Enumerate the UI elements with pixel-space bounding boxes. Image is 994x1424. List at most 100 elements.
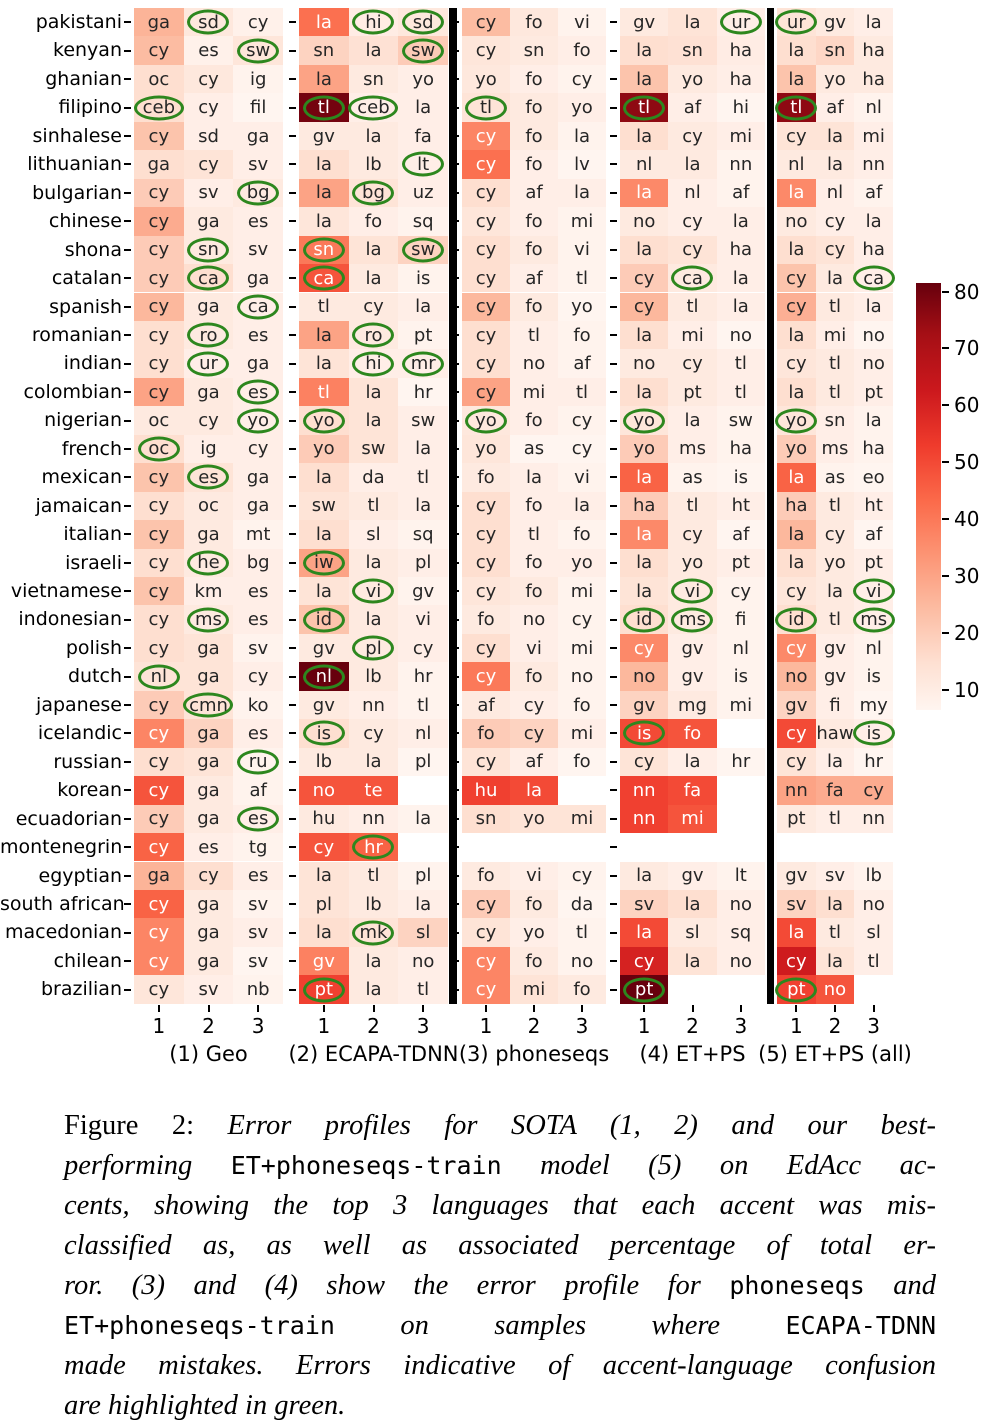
heatmap-cell: ha: [620, 491, 669, 521]
heatmap-cell: la: [510, 776, 558, 805]
heatmap-cell: es: [233, 207, 283, 236]
error-circle: [352, 180, 395, 206]
cell-language-label: cy: [475, 324, 497, 346]
cell-language-label: la: [684, 893, 701, 915]
accent-row-label: israeli: [65, 551, 122, 574]
axis-tick: [610, 789, 617, 792]
cell-language-label: la: [788, 552, 805, 574]
cell-language-label: cy: [148, 267, 170, 289]
error-circle: [623, 607, 666, 633]
error-circle: [133, 95, 184, 121]
heatmap-cell: he: [183, 548, 234, 577]
heatmap-cell: cy: [854, 776, 893, 805]
cell-language-label: tl: [417, 694, 430, 716]
cell-language-label: pl: [414, 865, 432, 887]
error-circle: [352, 9, 395, 35]
axis-tick: [610, 590, 617, 593]
axis-tick: [610, 817, 617, 820]
heatmap-cell: cy: [462, 662, 510, 691]
heatmap-cell: af: [462, 690, 510, 720]
heatmap-cell: es: [183, 36, 234, 65]
error-circle: [352, 920, 395, 946]
cell-language-label: sn: [523, 40, 545, 62]
accent-row-label: lithuanian: [27, 153, 122, 176]
cell-language-label: mi: [570, 808, 594, 830]
cell-language-label: cy: [475, 552, 497, 574]
heatmap-cell: la: [299, 577, 349, 606]
cell-language-label: ig: [249, 68, 267, 90]
heatmap-cell: yo: [558, 93, 606, 122]
cell-language-label: la: [636, 68, 653, 90]
error-circle: [302, 607, 345, 633]
heatmap-cell: cy: [777, 349, 816, 378]
heatmap-cell: fo: [462, 719, 510, 748]
heatmap-cell: id: [775, 605, 818, 634]
cell-language-label: nl: [635, 153, 653, 175]
cell-language-label: sw: [411, 410, 436, 432]
heatmap-cell: cy: [462, 577, 510, 606]
heatmap-cell: hr: [398, 662, 448, 691]
heatmap-cell: pt: [716, 548, 765, 577]
heatmap-cell: la: [777, 235, 816, 265]
heatmap-cell: af: [716, 178, 765, 208]
cell-language-label: no: [522, 353, 546, 375]
cell-language-label: fa: [683, 779, 702, 801]
error-circle: [187, 464, 230, 490]
heatmap-cell: cy: [668, 235, 717, 265]
error-circle: [237, 408, 280, 434]
panel-divider: [449, 8, 457, 1004]
cell-language-label: la: [684, 950, 701, 972]
heatmap-cell: fa: [398, 121, 448, 151]
error-circle: [852, 607, 895, 633]
axis-tick: [124, 277, 131, 280]
heatmap-cell: sw: [299, 491, 349, 521]
heatmap-cell: es: [233, 320, 283, 350]
heatmap-cell: tl: [462, 93, 510, 122]
cell-language-label: cy: [148, 580, 170, 602]
cell-language-label: mi: [570, 210, 594, 232]
cell-language-label: la: [636, 40, 653, 62]
axis-tick: [124, 960, 131, 963]
axis-tick: [872, 1004, 875, 1012]
axis-tick: [289, 476, 296, 479]
cell-language-label: nn: [784, 779, 808, 801]
cell-language-label: la: [315, 466, 332, 488]
cell-language-label: ga: [197, 722, 220, 744]
error-circle: [348, 95, 399, 121]
heatmap-cell: gv: [668, 633, 717, 663]
cell-language-label: tl: [527, 523, 541, 545]
cell-language-label: la: [415, 808, 432, 830]
error-circle: [852, 265, 895, 291]
heatmap-cell: da: [348, 463, 399, 492]
heatmap-cell: cy: [134, 377, 184, 407]
cell-language-label: sn: [824, 40, 846, 62]
cell-language-label: es: [247, 324, 269, 346]
column-tick-label: 2: [527, 1013, 541, 1038]
heatmap-cell: af: [854, 520, 893, 549]
cell-language-label: sl: [866, 922, 881, 944]
heatmap-cell: tl: [510, 520, 558, 549]
cell-language-label: pt: [864, 381, 883, 403]
heatmap-cell: sv: [233, 918, 283, 947]
cell-language-label: vi: [526, 637, 542, 659]
cell-language-label: la: [684, 153, 701, 175]
heatmap-cell: sw: [348, 434, 399, 464]
cell-language-label: la: [826, 580, 843, 602]
heatmap-cell: cy: [134, 804, 184, 834]
cell-language-label: gv: [681, 865, 704, 887]
heatmap-cell: ga: [183, 719, 234, 748]
cell-language-label: sw: [728, 410, 753, 432]
cell-language-label: ga: [197, 523, 220, 545]
heatmap-cell: ur: [775, 8, 818, 37]
heatmap-cell: no: [558, 662, 606, 691]
heatmap-cell: cy: [462, 548, 510, 577]
heatmap-cell: no: [716, 946, 765, 976]
cell-language-label: tl: [734, 381, 747, 403]
cell-language-label: fo: [573, 751, 591, 773]
x-axis-label: (5) ET+PS (all): [758, 1041, 912, 1066]
cell-language-label: sl: [685, 922, 700, 944]
axis-tick: [124, 49, 131, 52]
heatmap-cell: tl: [815, 918, 855, 947]
heatmap-cell: sw: [398, 36, 448, 65]
heatmap-cell: la: [348, 235, 399, 265]
